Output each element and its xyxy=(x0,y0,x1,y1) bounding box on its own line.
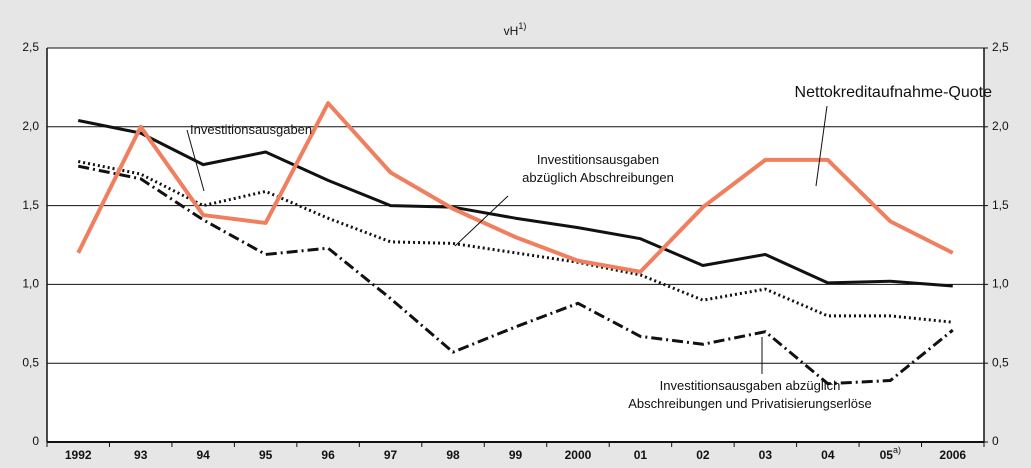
series-line xyxy=(77,119,953,288)
series-annotation: Investitionsausgaben abzüglich Abschreib… xyxy=(522,152,674,185)
x-tick-label-text: 2006 xyxy=(939,448,966,462)
x-tick-label-text: 96 xyxy=(321,448,335,462)
x-tick-label-text: 93 xyxy=(134,448,148,462)
plot-area xyxy=(47,48,984,442)
series-annotation: Investitionsausgaben xyxy=(190,122,313,137)
x-tick-label: 98 xyxy=(446,448,460,462)
x-tick-label: 01 xyxy=(634,448,648,462)
x-tick-label-text: 02 xyxy=(696,448,710,462)
annotation-leader xyxy=(186,129,205,192)
y2-tick-label: 0 xyxy=(992,434,999,448)
x-tick-label-text: 03 xyxy=(759,448,773,462)
y2-tick-label: 1,5 xyxy=(992,198,1009,212)
annotation-leader xyxy=(454,195,509,247)
x-tick-label: 1992 xyxy=(65,448,92,462)
x-tick-label-text: 95 xyxy=(259,448,273,462)
series-line xyxy=(77,160,953,324)
y-tick-label: 1,5 xyxy=(22,198,39,212)
x-tick-label: 04 xyxy=(821,448,835,462)
x-tick-label-text: 94 xyxy=(196,448,210,462)
y2-tick-label: 2,0 xyxy=(992,119,1009,133)
series-line xyxy=(77,164,954,386)
x-tick-label: 97 xyxy=(384,448,398,462)
x-tick-label-text: 99 xyxy=(509,448,523,462)
series-line xyxy=(76,101,954,274)
series-annotation: Nettokreditaufnahme-Quote xyxy=(794,84,992,101)
y-tick-label: 2,5 xyxy=(22,40,39,54)
x-tick-label: 05a) xyxy=(880,445,901,462)
x-tick-label-text: 1992 xyxy=(65,448,92,462)
x-tick-label-text: 04 xyxy=(821,448,835,462)
y2-tick-label: 1,0 xyxy=(992,277,1009,291)
x-tick-label: 2000 xyxy=(565,448,592,462)
x-tick-label-text: 05 xyxy=(880,448,894,462)
y-tick-label: 0 xyxy=(32,434,39,448)
x-tick-label: 95 xyxy=(259,448,273,462)
x-tick-label: 99 xyxy=(509,448,523,462)
series-annotation: Investitionsausgaben abzüglich Abschreib… xyxy=(628,378,872,411)
x-tick-label-sup: a) xyxy=(893,445,901,455)
x-tick-label: 94 xyxy=(196,448,210,462)
x-tick-label: 03 xyxy=(759,448,773,462)
y-tick-label: 2,0 xyxy=(22,119,39,133)
y2-tick-label: 2,5 xyxy=(992,40,1009,54)
y2-tick-label: 0,5 xyxy=(992,355,1009,369)
y-axis-label-sup: 1) xyxy=(518,21,526,31)
annotation-leader xyxy=(815,105,828,187)
x-tick-label-text: 98 xyxy=(446,448,460,462)
x-tick-label: 96 xyxy=(321,448,335,462)
x-tick-label: 2006 xyxy=(939,448,966,462)
x-tick-label: 93 xyxy=(134,448,148,462)
y-tick-label: 1,0 xyxy=(22,277,39,291)
y-tick-label: 0,5 xyxy=(22,355,39,369)
y-axis-label: vH1) xyxy=(504,21,527,38)
x-tick-label-text: 01 xyxy=(634,448,648,462)
x-tick-label-text: 2000 xyxy=(565,448,592,462)
x-tick-label-text: 97 xyxy=(384,448,398,462)
x-tick-label: 02 xyxy=(696,448,710,462)
y-axis-label-text: vH xyxy=(504,24,519,38)
